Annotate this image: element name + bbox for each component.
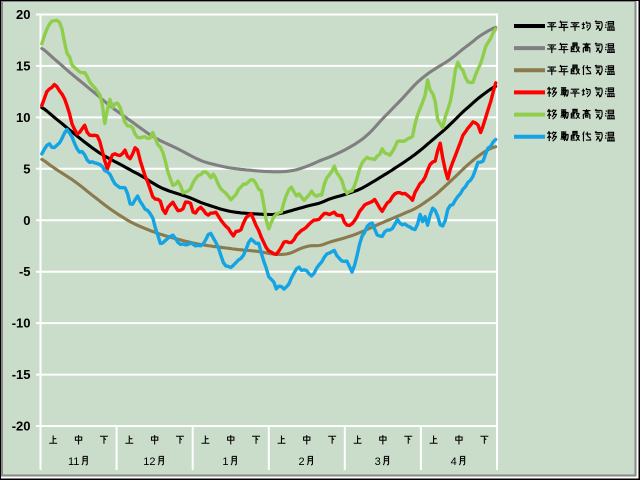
svg-text:15: 15 (16, 58, 30, 73)
svg-text:-20: -20 (12, 419, 31, 434)
svg-text:10: 10 (16, 110, 30, 125)
svg-text:5: 5 (23, 161, 30, 176)
svg-text:-15: -15 (12, 367, 31, 382)
svg-text:1: 1 (222, 456, 228, 468)
svg-text:12: 12 (143, 456, 155, 468)
svg-text:11: 11 (68, 456, 79, 468)
svg-text:20: 20 (16, 7, 30, 22)
svg-text:-10: -10 (12, 316, 31, 331)
svg-text:2: 2 (298, 456, 304, 468)
svg-text:0: 0 (23, 213, 30, 228)
svg-text:4: 4 (451, 456, 457, 468)
svg-text:3: 3 (375, 456, 381, 468)
svg-text:-5: -5 (19, 264, 31, 279)
